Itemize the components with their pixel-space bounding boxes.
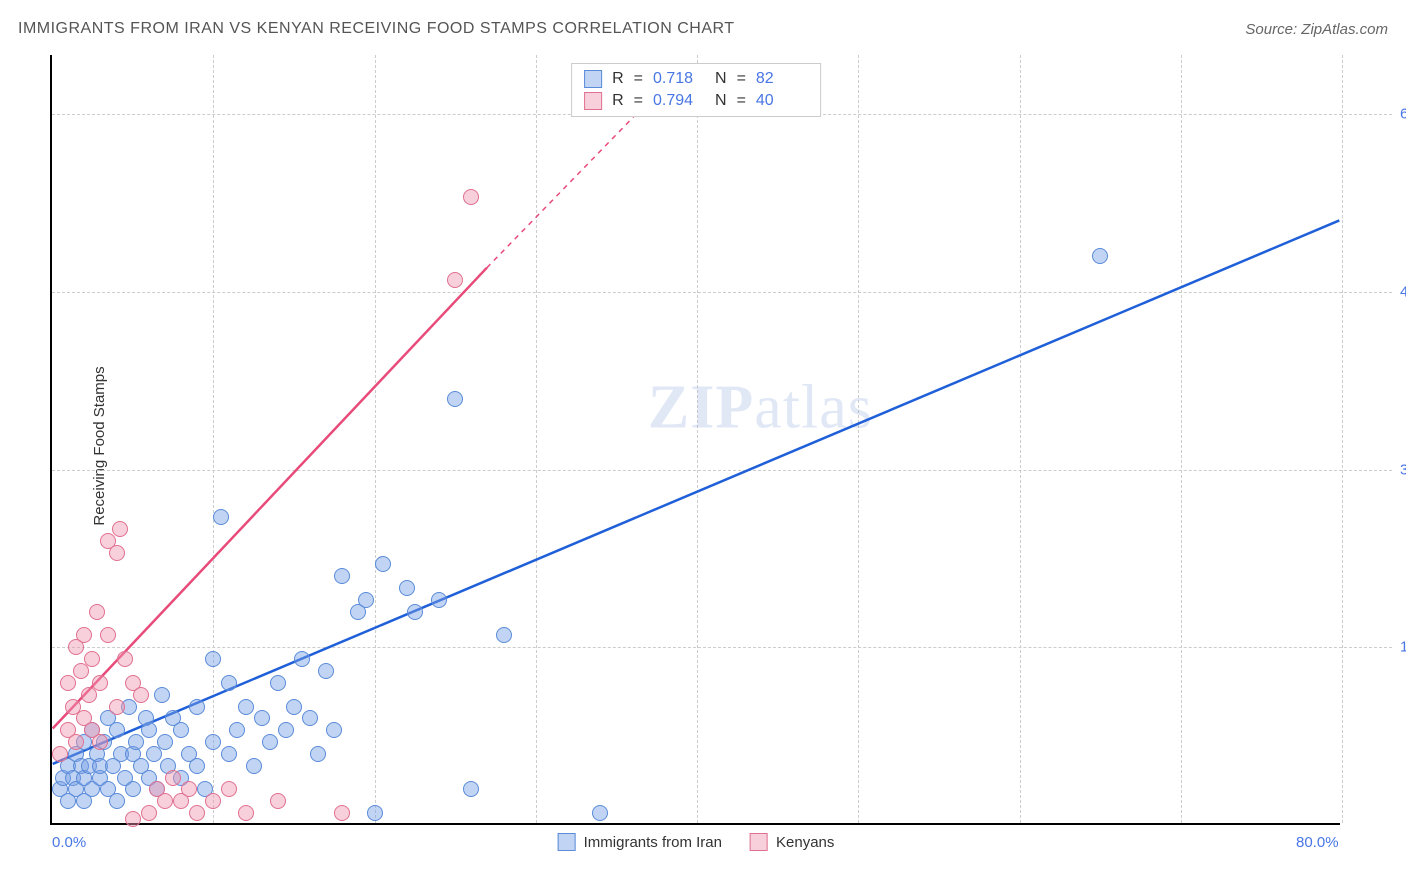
gridline-v bbox=[1342, 55, 1343, 823]
scatter-point-series1 bbox=[326, 722, 342, 738]
scatter-point-series1 bbox=[318, 663, 334, 679]
stats-row-series2: R = 0.794 N = 40 bbox=[580, 90, 812, 112]
scatter-point-series1 bbox=[128, 734, 144, 750]
legend-swatch-series2 bbox=[750, 833, 768, 851]
scatter-point-series1 bbox=[592, 805, 608, 821]
xtick-label: 0.0% bbox=[52, 834, 86, 851]
scatter-point-series2 bbox=[109, 699, 125, 715]
scatter-point-series2 bbox=[125, 811, 141, 827]
legend-swatch-series1 bbox=[558, 833, 576, 851]
scatter-point-series1 bbox=[262, 734, 278, 750]
scatter-point-series2 bbox=[52, 746, 68, 762]
xtick-label: 80.0% bbox=[1296, 834, 1339, 851]
ytick-label: 60.0% bbox=[1392, 106, 1406, 123]
scatter-point-series1 bbox=[302, 710, 318, 726]
scatter-point-series1 bbox=[141, 722, 157, 738]
scatter-point-series1 bbox=[254, 710, 270, 726]
scatter-point-series2 bbox=[84, 651, 100, 667]
scatter-point-series1 bbox=[375, 556, 391, 572]
ytick-label: 30.0% bbox=[1392, 461, 1406, 478]
scatter-point-series1 bbox=[367, 805, 383, 821]
scatter-point-series2 bbox=[100, 627, 116, 643]
scatter-point-series1 bbox=[407, 604, 423, 620]
scatter-point-series1 bbox=[238, 699, 254, 715]
plot-area: ZIPatlas R = 0.718 N = 82 R = 0.794 N = … bbox=[50, 55, 1340, 825]
scatter-point-series2 bbox=[109, 545, 125, 561]
scatter-point-series1 bbox=[463, 781, 479, 797]
scatter-point-series2 bbox=[447, 272, 463, 288]
scatter-point-series1 bbox=[205, 734, 221, 750]
scatter-point-series1 bbox=[278, 722, 294, 738]
scatter-point-series1 bbox=[496, 627, 512, 643]
bottom-legend: Immigrants from Iran Kenyans bbox=[558, 833, 835, 851]
scatter-point-series1 bbox=[173, 722, 189, 738]
scatter-point-series1 bbox=[334, 568, 350, 584]
scatter-point-series2 bbox=[463, 189, 479, 205]
scatter-point-series1 bbox=[246, 758, 262, 774]
scatter-point-series1 bbox=[1092, 248, 1108, 264]
scatter-point-series1 bbox=[221, 675, 237, 691]
scatter-point-series2 bbox=[165, 770, 181, 786]
scatter-point-series1 bbox=[157, 734, 173, 750]
legend-label-series1: Immigrants from Iran bbox=[584, 834, 722, 851]
legend-item-series1: Immigrants from Iran bbox=[558, 833, 722, 851]
scatter-point-series1 bbox=[286, 699, 302, 715]
correlation-stats-box: R = 0.718 N = 82 R = 0.794 N = 40 bbox=[571, 63, 821, 117]
chart-title: IMMIGRANTS FROM IRAN VS KENYAN RECEIVING… bbox=[18, 20, 735, 38]
scatter-point-series2 bbox=[141, 805, 157, 821]
scatter-point-series2 bbox=[60, 675, 76, 691]
swatch-series2 bbox=[584, 92, 602, 110]
chart-header: IMMIGRANTS FROM IRAN VS KENYAN RECEIVING… bbox=[18, 20, 1388, 38]
scatter-point-series2 bbox=[92, 675, 108, 691]
scatter-point-series1 bbox=[189, 758, 205, 774]
source-attribution: Source: ZipAtlas.com bbox=[1245, 21, 1388, 38]
scatter-point-series1 bbox=[431, 592, 447, 608]
scatter-point-series1 bbox=[229, 722, 245, 738]
scatter-point-series1 bbox=[205, 651, 221, 667]
scatter-point-series1 bbox=[125, 781, 141, 797]
scatter-point-series2 bbox=[112, 521, 128, 537]
ytick-label: 45.0% bbox=[1392, 283, 1406, 300]
scatter-point-series1 bbox=[447, 391, 463, 407]
legend-label-series2: Kenyans bbox=[776, 834, 834, 851]
scatter-point-series2 bbox=[221, 781, 237, 797]
scatter-point-series1 bbox=[109, 722, 125, 738]
scatter-point-series2 bbox=[181, 781, 197, 797]
scatter-point-series2 bbox=[238, 805, 254, 821]
scatter-point-series2 bbox=[205, 793, 221, 809]
scatter-point-series1 bbox=[399, 580, 415, 596]
scatter-point-series2 bbox=[189, 805, 205, 821]
scatter-point-series2 bbox=[270, 793, 286, 809]
scatter-point-series2 bbox=[68, 734, 84, 750]
scatter-point-series2 bbox=[157, 793, 173, 809]
scatter-point-series2 bbox=[133, 687, 149, 703]
scatter-point-series1 bbox=[221, 746, 237, 762]
scatter-point-series2 bbox=[117, 651, 133, 667]
scatter-point-series1 bbox=[294, 651, 310, 667]
scatter-point-series2 bbox=[92, 734, 108, 750]
stats-row-series1: R = 0.718 N = 82 bbox=[580, 68, 812, 90]
scatter-point-series2 bbox=[89, 604, 105, 620]
scatter-point-series1 bbox=[358, 592, 374, 608]
scatter-point-series1 bbox=[270, 675, 286, 691]
scatter-point-series1 bbox=[154, 687, 170, 703]
scatter-point-series1 bbox=[310, 746, 326, 762]
legend-item-series2: Kenyans bbox=[750, 833, 834, 851]
scatter-point-series2 bbox=[334, 805, 350, 821]
scatter-point-series1 bbox=[213, 509, 229, 525]
swatch-series1 bbox=[584, 70, 602, 88]
scatter-point-series1 bbox=[109, 793, 125, 809]
ytick-label: 15.0% bbox=[1392, 639, 1406, 656]
scatter-point-series1 bbox=[189, 699, 205, 715]
scatter-point-series2 bbox=[76, 627, 92, 643]
